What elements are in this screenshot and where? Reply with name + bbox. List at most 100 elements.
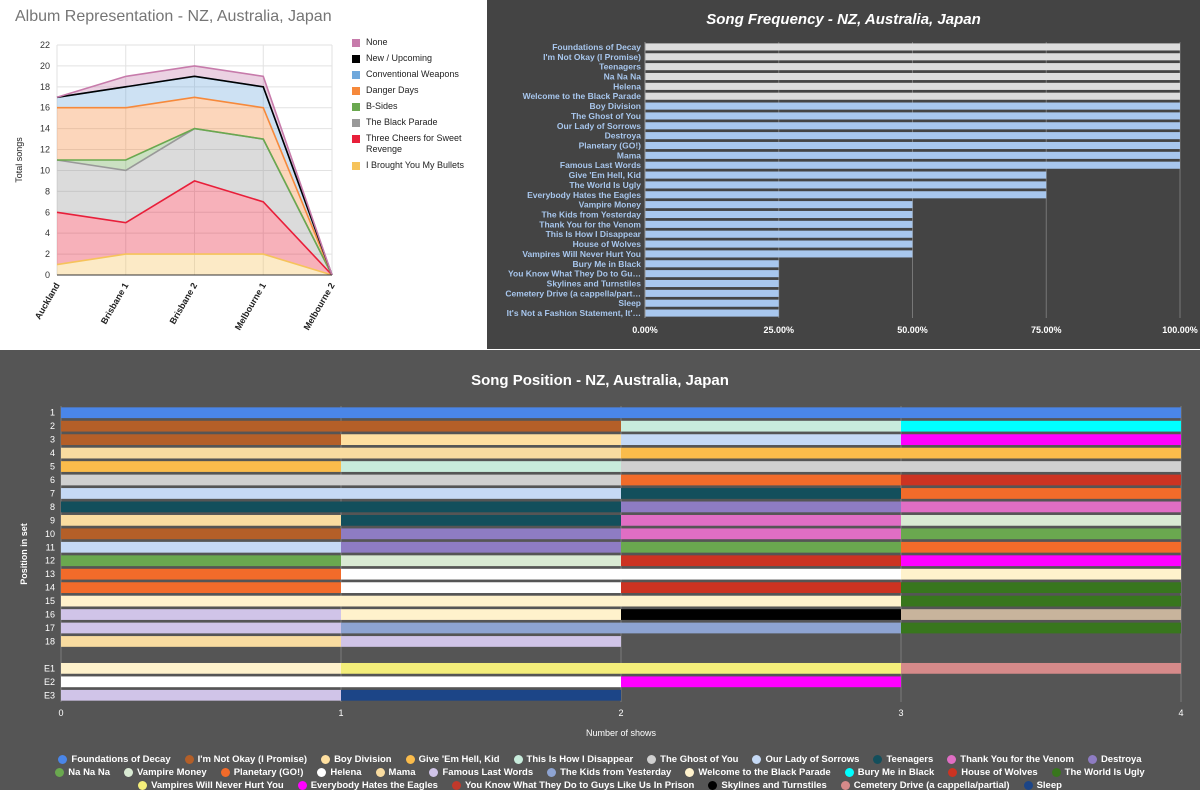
- legend-label: Mama: [388, 767, 416, 778]
- legend-swatch: [947, 755, 957, 764]
- y-tick-label: Welcome to the Black Parade: [523, 91, 642, 101]
- legend-label: None: [366, 37, 388, 47]
- song-frequency-panel: Song Frequency - NZ, Australia, Japan 0.…: [487, 0, 1200, 349]
- legend-label: Skylines and Turnstiles: [721, 780, 827, 790]
- y-tick-label: Our Lady of Sorrows: [557, 121, 641, 131]
- bar-segment: [621, 474, 901, 486]
- legend-item: Destroya: [1087, 753, 1142, 766]
- bar: [645, 102, 1180, 110]
- legend-swatch: [352, 119, 360, 127]
- y-tick-label: The Ghost of You: [571, 111, 641, 121]
- bar-segment: [621, 461, 1181, 472]
- y-tick-label: 8: [50, 502, 55, 512]
- legend-label: Foundations of Decay: [71, 754, 171, 765]
- area-the-black-parade: [57, 128, 332, 275]
- legend-label: The World Is Ugly: [1064, 767, 1145, 778]
- x-tick-label: Brisbane 2: [168, 281, 200, 326]
- legend-label: Planetary (GO!): [233, 767, 304, 778]
- y-tick-label: Famous Last Words: [560, 160, 641, 170]
- position-legend: Foundations of Decay I'm Not Okay (I Prom…: [20, 753, 1180, 790]
- legend-item: The Black Parade: [352, 117, 482, 128]
- bar-segment: [621, 501, 901, 513]
- legend-swatch: [1087, 755, 1097, 764]
- legend-swatch: [873, 755, 883, 764]
- frequency-chart-title: Song Frequency - NZ, Australia, Japan: [706, 11, 981, 28]
- legend-swatch: [405, 755, 415, 764]
- legend-label: Vampires Will Never Hurt You: [151, 780, 284, 790]
- bar-segment: [61, 407, 1181, 419]
- legend-item: Sleep: [1023, 779, 1062, 790]
- bar-segment: [61, 622, 341, 634]
- series-line-i-brought-you-my-bullets: [56, 253, 333, 276]
- y-tick-label: 18: [45, 636, 55, 646]
- bar-segment: [341, 514, 621, 526]
- frequency-chart: 0.00% 25.00% 50.00% 75.00% 100.00% Foundation…: [505, 42, 1197, 335]
- bar-segment: [621, 555, 901, 567]
- bar-segment: [61, 434, 341, 446]
- legend-label: Everybody Hates the Eagles: [310, 780, 438, 790]
- series-line-none: [56, 65, 333, 276]
- legend-item: House of Wolves: [948, 766, 1038, 779]
- bar-segment: [61, 501, 621, 513]
- y-tick-label: This Is How I Disappear: [546, 229, 642, 239]
- legend-item: Cemetery Drive (a cappella/partial): [840, 779, 1010, 790]
- y-tick-label: 9: [50, 515, 55, 525]
- bar-segment: [61, 609, 341, 620]
- y-tick-label: Mama: [617, 150, 641, 160]
- bar: [645, 270, 779, 278]
- bar-segment: [61, 689, 341, 701]
- y-tick-label: Sleep: [618, 298, 641, 308]
- legend-item: Helena: [317, 766, 362, 779]
- legend-swatch: [184, 755, 194, 764]
- legend-item: Bury Me in Black: [844, 766, 935, 779]
- bar-segment: [341, 434, 621, 446]
- y-tick-label: Foundations of Decay: [552, 42, 641, 52]
- bar-segment: [901, 528, 1181, 540]
- legend-label: Three Cheers for Sweet Revenge: [366, 133, 462, 154]
- bar-segment: [61, 555, 341, 567]
- legend-swatch: [647, 755, 657, 764]
- y-tick-label: 22: [40, 40, 50, 50]
- legend-swatch: [1023, 781, 1033, 790]
- x-tick-label: Melbourne 2: [302, 281, 337, 332]
- legend-swatch: [352, 71, 360, 79]
- y-tick-label: 8: [45, 186, 50, 196]
- legend-label: New / Upcoming: [366, 53, 433, 63]
- legend-label: Bury Me in Black: [857, 767, 935, 778]
- legend-item: Give 'Em Hell, Kid: [405, 753, 500, 766]
- bar-segment: [621, 582, 901, 594]
- legend-item: The Ghost of You: [647, 753, 738, 766]
- bar-segment: [901, 622, 1181, 634]
- legend-item: I'm Not Okay (I Promise): [184, 753, 307, 766]
- x-tick-label: 0: [58, 708, 63, 718]
- legend-item: The Kids from Yesterday: [547, 766, 671, 779]
- legend-label: Sleep: [1036, 780, 1062, 790]
- y-tick-label: Skylines and Turnstiles: [547, 279, 642, 289]
- y-tick-label: 12: [40, 145, 50, 155]
- bar-segment: [341, 541, 621, 553]
- legend-swatch: [352, 87, 360, 95]
- bar-segment: [341, 609, 621, 620]
- legend-swatch: [844, 768, 854, 777]
- y-tick-label: 18: [40, 82, 50, 92]
- bar-segment: [61, 582, 341, 594]
- bar-segment: [341, 528, 621, 540]
- legend-swatch: [352, 162, 360, 170]
- x-tick-label: 50.00%: [897, 325, 928, 335]
- bar-segment: [341, 461, 621, 472]
- y-tick-label: 13: [45, 569, 55, 579]
- y-axis-label: Total songs: [14, 137, 24, 183]
- legend-item: Our Lady of Sorrows: [752, 753, 859, 766]
- y-tick-label: Cemetery Drive (a cappella/part…: [505, 288, 641, 298]
- bar-segment: [61, 541, 341, 553]
- legend-swatch: [352, 55, 360, 63]
- album-chart: 0 2 4 6 8 10 12 14 16 18 20 22 Auckland Brisbane 1 Bri…: [14, 40, 337, 332]
- y-tick-label: 14: [40, 124, 50, 134]
- bar-segment: [61, 461, 341, 472]
- bar-segment: [621, 528, 901, 540]
- y-tick-label: The World Is Ugly: [569, 180, 641, 190]
- y-tick-label: It's Not a Fashion Statement, It'…: [507, 308, 641, 318]
- legend-item: This Is How I Disappear: [513, 753, 633, 766]
- legend-swatch: [375, 768, 385, 777]
- y-tick-label: 17: [45, 623, 55, 633]
